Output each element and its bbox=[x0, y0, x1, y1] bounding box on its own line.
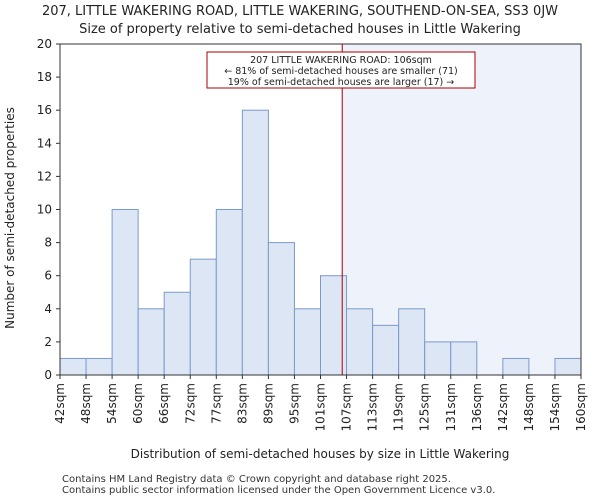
y-tick-label: 18 bbox=[37, 70, 52, 84]
histogram-bar bbox=[241, 109, 269, 376]
y-tick-label: 4 bbox=[44, 302, 52, 316]
y-tick-label: 0 bbox=[44, 368, 52, 382]
y-tick-label: 20 bbox=[37, 37, 52, 51]
annotation-larger: 19% of semi-detached houses are larger (… bbox=[228, 77, 455, 88]
histogram-bar bbox=[59, 357, 87, 376]
histogram-bar bbox=[137, 308, 165, 376]
chart-title: 207, LITTLE WAKERING ROAD, LITTLE WAKERI… bbox=[41, 4, 559, 19]
larger-region-highlight bbox=[342, 44, 581, 375]
annotation-smaller: ← 81% of semi-detached houses are smalle… bbox=[224, 66, 458, 77]
annotation-box bbox=[206, 51, 476, 89]
histogram-bar bbox=[346, 308, 374, 376]
x-tick-label: 125sqm bbox=[418, 383, 432, 431]
chart-subtitle: Size of property relative to semi-detach… bbox=[79, 22, 521, 37]
x-axis-label: Distribution of semi-detached houses by … bbox=[131, 447, 510, 461]
x-tick-label: 42sqm bbox=[53, 383, 67, 424]
histogram-bar bbox=[85, 357, 113, 376]
y-tick-label: 2 bbox=[44, 335, 52, 349]
histogram-bar bbox=[293, 308, 322, 376]
x-tick-label: 83sqm bbox=[235, 383, 249, 424]
x-tick-label: 89sqm bbox=[261, 383, 275, 424]
histogram-bar bbox=[267, 242, 295, 376]
x-tick-label: 113sqm bbox=[366, 383, 380, 431]
x-tick-label: 119sqm bbox=[392, 383, 406, 431]
x-tick-label: 101sqm bbox=[314, 383, 328, 431]
y-tick-label: 12 bbox=[37, 169, 52, 183]
x-tick-label: 48sqm bbox=[79, 383, 93, 424]
histogram-bar bbox=[111, 209, 139, 376]
y-axis-label: Number of semi-detached properties bbox=[3, 107, 17, 329]
x-tick-label: 72sqm bbox=[183, 383, 197, 424]
histogram-bar bbox=[189, 258, 217, 376]
x-tick-label: 154sqm bbox=[548, 383, 562, 431]
plot-area: 0 2 4 6 8 10 12 14 16 18 20 42sqm 48sqm 54sqm 60sqm 66… bbox=[3, 37, 588, 461]
x-tick-label: 95sqm bbox=[287, 383, 301, 424]
y-tick-label: 14 bbox=[37, 136, 52, 150]
histogram-bar bbox=[372, 324, 400, 376]
x-tick-label: 148sqm bbox=[522, 383, 536, 431]
x-tick-label: 131sqm bbox=[444, 383, 458, 431]
x-tick-label: 142sqm bbox=[496, 383, 510, 431]
histogram-bar bbox=[215, 209, 243, 376]
histogram-bar bbox=[554, 357, 582, 376]
x-tick-label: 107sqm bbox=[340, 383, 354, 431]
histogram-bar bbox=[424, 341, 452, 376]
x-tick-label: 66sqm bbox=[157, 383, 171, 424]
annotation-title: 207 LITTLE WAKERING ROAD: 106sqm bbox=[250, 55, 432, 66]
histogram-bar bbox=[163, 291, 191, 376]
y-tick-label: 16 bbox=[37, 103, 52, 117]
y-tick-label: 8 bbox=[44, 236, 52, 250]
x-tick-label: 60sqm bbox=[131, 383, 145, 424]
y-tick-label: 10 bbox=[37, 203, 52, 217]
y-tick-label: 6 bbox=[44, 269, 52, 283]
histogram-bar bbox=[398, 308, 426, 376]
footer-copyright: Contains HM Land Registry data © Crown c… bbox=[62, 474, 451, 485]
footer-licence: Contains public sector information licen… bbox=[62, 485, 496, 496]
x-tick-label: 136sqm bbox=[470, 383, 484, 431]
x-tick-label: 54sqm bbox=[105, 383, 119, 424]
histogram-bar bbox=[450, 341, 478, 376]
x-tick-label: 77sqm bbox=[209, 383, 223, 424]
x-tick-label: 160sqm bbox=[574, 383, 588, 431]
histogram-bar bbox=[502, 357, 530, 376]
